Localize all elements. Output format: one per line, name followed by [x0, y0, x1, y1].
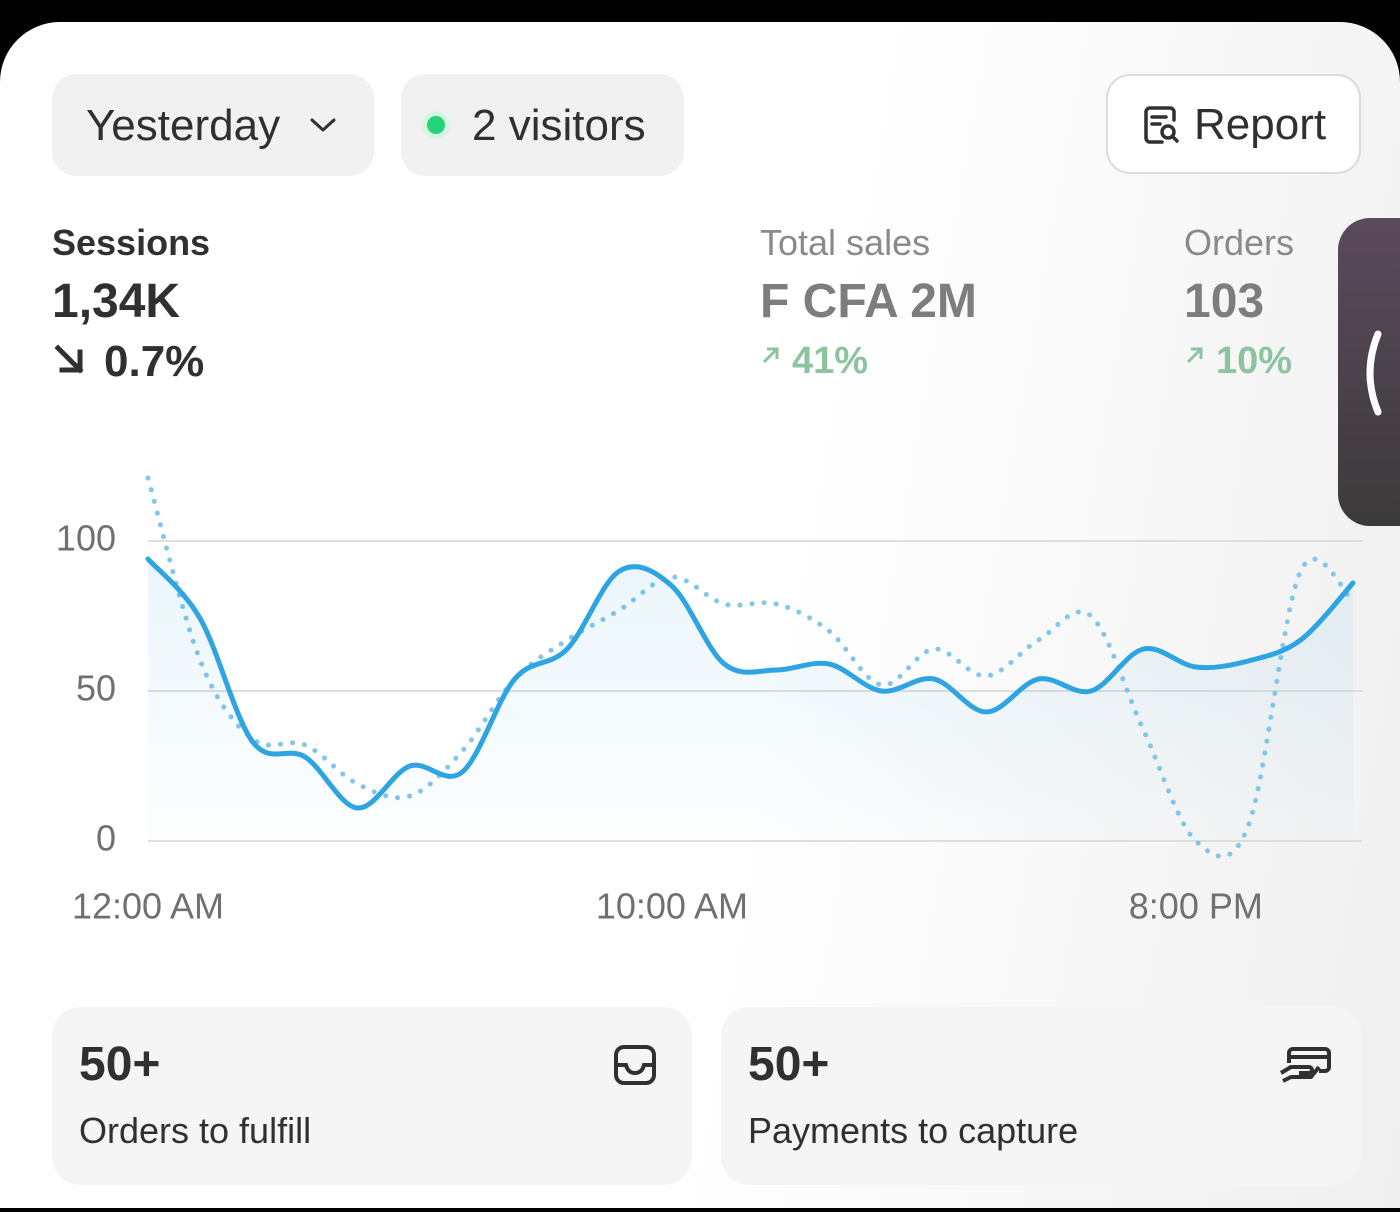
- payment-icon: [1279, 1047, 1331, 1083]
- series-line: [145, 556, 1356, 811]
- period-selector[interactable]: Yesterday: [52, 74, 374, 176]
- summary-card[interactable]: 50+ Payments to capture: [721, 1007, 1361, 1185]
- metric-label: Sessions: [52, 222, 211, 263]
- period-label: Yesterday: [86, 101, 281, 150]
- report-label: Report: [1194, 100, 1327, 149]
- series-line: [145, 475, 1356, 859]
- card-label: Payments to capture: [748, 1110, 1079, 1151]
- summary-card[interactable]: 50+ Orders to fulfill: [52, 1007, 692, 1185]
- live-dot: [422, 111, 450, 139]
- y-tick-label: 50: [76, 668, 116, 709]
- sessions-chart: 0 50 100 12:00 AM 10:00 AM 8:00 PM: [56, 475, 1362, 927]
- x-tick-label: 12:00 AM: [72, 886, 224, 927]
- metric-value: F CFA 2M: [760, 275, 977, 328]
- metric-change: 41%: [792, 340, 869, 382]
- chevron-down: [310, 118, 336, 132]
- trend-up-icon: [1186, 347, 1203, 364]
- inbox-icon: [614, 1045, 656, 1085]
- card-label: Orders to fulfill: [79, 1110, 312, 1151]
- metric-label: Orders: [1184, 222, 1295, 263]
- metric-value: 103: [1184, 275, 1265, 328]
- x-tick-label: 8:00 PM: [1129, 886, 1263, 927]
- dashboard-card: Yesterday 2 visitors Report Sessions 1,3…: [0, 22, 1400, 1208]
- trend-up-icon: [762, 347, 779, 364]
- area: [148, 559, 1353, 841]
- metric-label: Total sales: [760, 222, 931, 263]
- side-tab[interactable]: [1338, 218, 1400, 526]
- report-button[interactable]: Report: [1106, 74, 1361, 174]
- report-icon: [1144, 106, 1179, 144]
- card-value: 50+: [79, 1038, 161, 1091]
- chevron-left: [1366, 330, 1382, 416]
- trend-down-icon: [54, 344, 84, 374]
- y-tick-label: 0: [96, 818, 116, 859]
- metric-change: 0.7%: [104, 337, 205, 386]
- visitors-label: 2 visitors: [472, 101, 646, 150]
- visitors-pill[interactable]: 2 visitors: [401, 74, 684, 176]
- y-tick-label: 100: [56, 518, 116, 559]
- metric-value: 1,34K: [52, 275, 181, 328]
- metric-change: 10%: [1216, 340, 1293, 382]
- x-tick-label: 10:00 AM: [596, 886, 748, 927]
- card-value: 50+: [748, 1038, 830, 1091]
